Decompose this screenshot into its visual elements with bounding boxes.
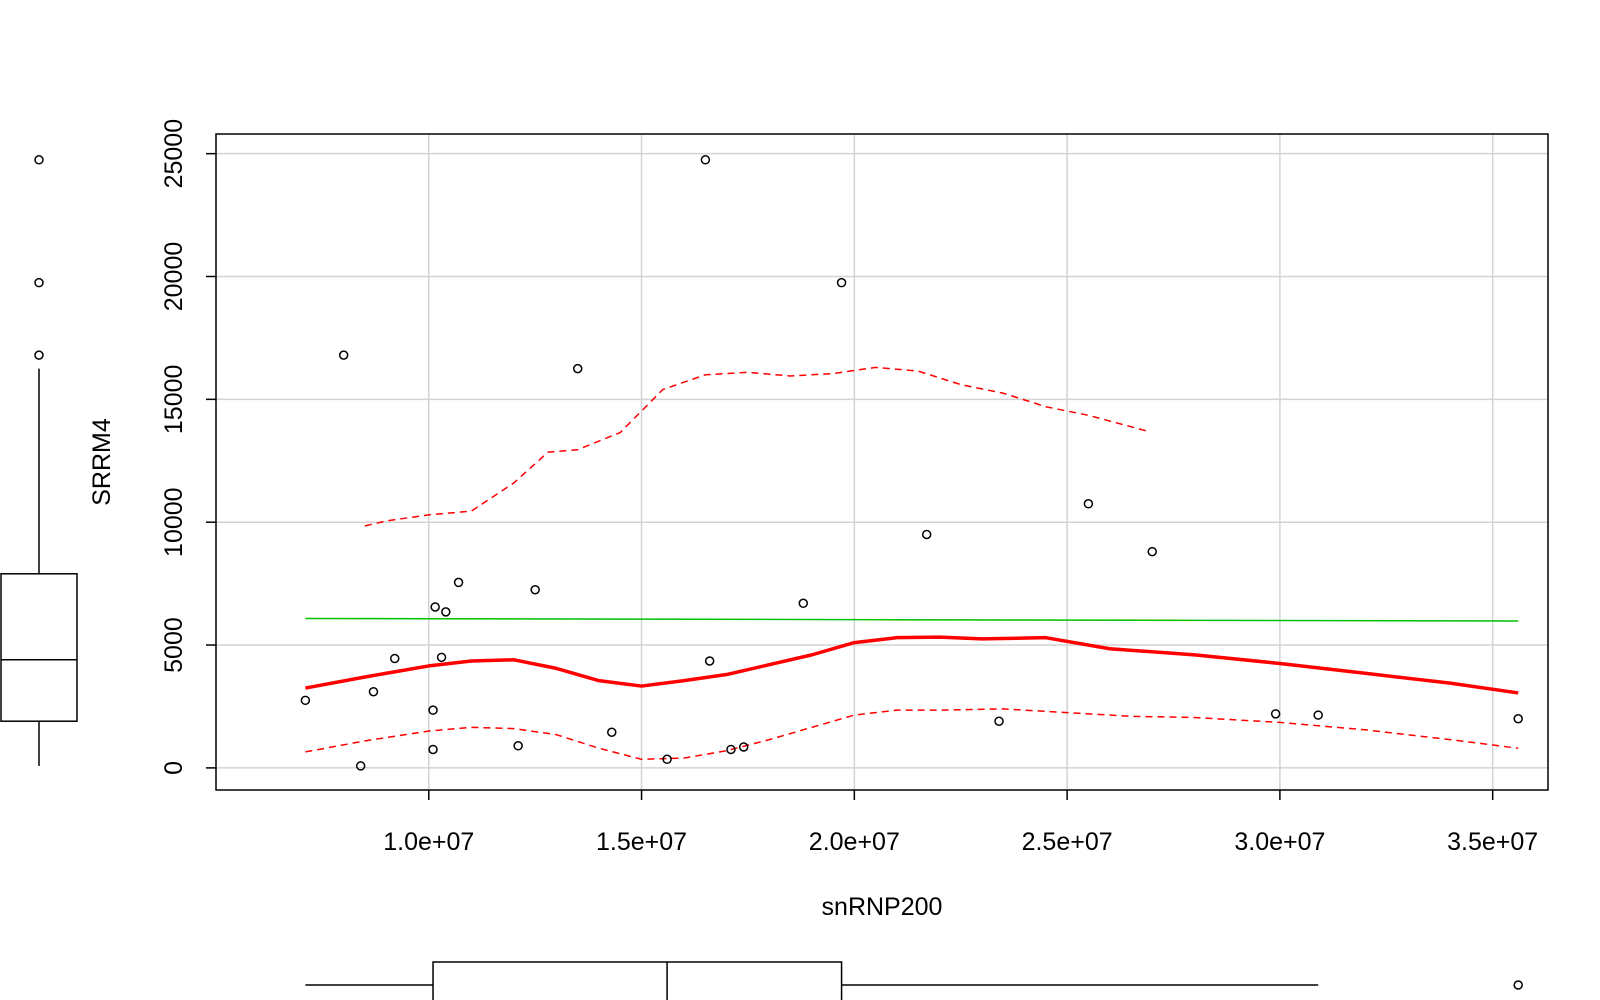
x-axis-title: snRNP200: [822, 893, 943, 921]
data-point: [453, 577, 464, 588]
data-point: [572, 363, 583, 374]
data-point: [300, 695, 311, 706]
y-tick-label: 5000: [160, 617, 188, 673]
data-point: [994, 716, 1004, 726]
data-point: [700, 155, 711, 165]
y-tick-label: 10000: [160, 487, 188, 557]
data-point: [921, 529, 932, 540]
data-point: [436, 652, 447, 663]
smooth-line: [305, 635, 1519, 695]
data-point: [726, 744, 736, 755]
y-marginal-boxplot: [0, 155, 78, 766]
data-point: [1313, 710, 1323, 720]
grid-lines: [216, 134, 1548, 790]
data-point: [513, 741, 523, 751]
data-point: [738, 742, 749, 752]
data-point: [662, 754, 672, 765]
y-tick-label: 15000: [160, 365, 188, 435]
upper-band-line: [364, 366, 1149, 527]
x-tick-label: 1.0e+07: [383, 828, 474, 856]
y-box-outlier: [34, 155, 44, 165]
data-point: [530, 585, 540, 595]
y-tick-label: 0: [160, 761, 188, 775]
data-point: [1083, 499, 1094, 509]
data-point: [428, 744, 438, 755]
x-box: [432, 961, 843, 1000]
data-point: [355, 761, 366, 771]
fit-lines: [305, 617, 1519, 695]
y-tick-label: 20000: [160, 242, 188, 312]
data-point: [368, 686, 379, 697]
x-tick-label: 2.0e+07: [809, 828, 900, 856]
y-box: [0, 573, 78, 722]
x-box-outlier: [1513, 980, 1523, 990]
x-axis: 1.0e+07 1.5e+07 2.0e+07 2.5e+07 3.0e+07 3.5e+…: [383, 790, 1538, 856]
y-axis-title: SRRM4: [88, 418, 116, 506]
data-point: [428, 705, 438, 715]
lower-band-line: [305, 708, 1519, 761]
y-box-outlier: [34, 277, 44, 288]
plot-frame: [215, 133, 1549, 791]
y-box-outlier: [34, 350, 44, 360]
data-point: [1270, 709, 1281, 719]
data-point: [441, 607, 451, 617]
data-point: [338, 350, 349, 360]
x-marginal-boxplot: [305, 961, 1523, 1000]
data-point: [1147, 546, 1157, 557]
x-tick-label: 1.5e+07: [596, 828, 687, 856]
data-point: [836, 277, 847, 288]
linear-fit-line: [305, 617, 1519, 622]
data-point: [430, 602, 440, 612]
data-point: [1513, 713, 1523, 724]
data-point: [798, 598, 809, 609]
x-tick-label: 3.5e+07: [1447, 828, 1538, 856]
data-point: [607, 727, 617, 738]
data-point: [389, 653, 400, 664]
x-tick-label: 3.0e+07: [1234, 828, 1325, 856]
x-tick-label: 2.5e+07: [1022, 828, 1113, 856]
confidence-band-lines: [305, 366, 1519, 761]
y-tick-label: 25000: [160, 119, 188, 189]
data-point: [704, 656, 715, 666]
y-axis: 0 5000 10000 15000 20000 25000: [160, 119, 216, 775]
data-points: [300, 155, 1523, 771]
